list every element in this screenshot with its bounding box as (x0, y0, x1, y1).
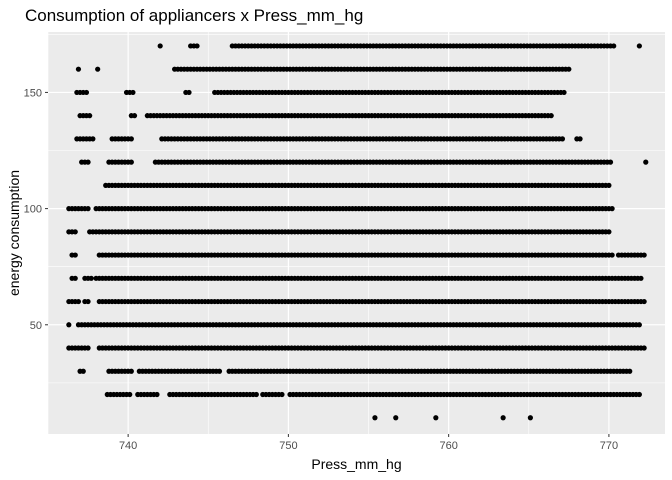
data-point (433, 415, 439, 421)
data-point (80, 368, 86, 374)
data-point (527, 415, 533, 421)
data-point (72, 252, 78, 258)
data-point (85, 159, 91, 165)
data-point (157, 43, 163, 49)
data-point (85, 206, 91, 212)
x-axis-title: Press_mm_hg (311, 456, 401, 472)
x-tick-label: 770 (600, 440, 618, 452)
data-point (216, 368, 223, 374)
data-point (186, 89, 192, 96)
data-point (500, 415, 506, 421)
axis-ticks (45, 91, 610, 437)
data-point (393, 415, 399, 421)
data-point (566, 66, 572, 72)
y-tick-label: 150 (24, 87, 42, 99)
data-point (372, 415, 378, 421)
data-point (128, 136, 134, 142)
data-point (66, 322, 72, 328)
data-point (606, 182, 612, 188)
y-axis-title: energy consumption (6, 170, 22, 296)
data-point (90, 136, 96, 142)
y-tick-label: 100 (24, 204, 42, 216)
axis-tick-labels: 740 750 760 770 50 100 150 (24, 87, 618, 452)
data-point (609, 206, 615, 212)
data-point (609, 252, 615, 258)
data-point (131, 113, 138, 119)
x-tick-label: 750 (279, 440, 297, 452)
data-point (128, 159, 134, 165)
data-point (638, 275, 644, 281)
data-point (75, 66, 82, 72)
data-point (641, 298, 647, 305)
data-point (253, 391, 259, 398)
data-point (72, 229, 78, 235)
data-point (88, 275, 94, 281)
x-tick-label: 740 (119, 440, 137, 452)
data-point (72, 275, 78, 281)
data-point (559, 136, 566, 142)
data-point (127, 391, 133, 398)
data-point (611, 43, 617, 49)
chart-title: Consumption of appliancers x Press_mm_hg (25, 6, 364, 25)
data-point (643, 159, 649, 165)
data-point (83, 89, 90, 96)
data-point (128, 368, 134, 374)
data-point (636, 391, 642, 398)
data-point (606, 229, 612, 235)
data-point (194, 43, 200, 49)
data-point (130, 89, 136, 96)
data-point (279, 391, 285, 398)
data-point (627, 368, 633, 374)
data-point (636, 322, 642, 328)
y-tick-label: 50 (30, 320, 42, 332)
data-point (95, 66, 101, 72)
data-point (85, 345, 91, 351)
data-point (87, 113, 93, 119)
data-points (66, 43, 649, 421)
data-point (577, 136, 583, 142)
data-point (75, 298, 82, 305)
data-point (641, 252, 647, 258)
data-point (85, 298, 91, 305)
data-point (636, 43, 642, 49)
data-point (548, 113, 554, 119)
x-tick-label: 760 (439, 440, 457, 452)
data-point (154, 391, 160, 398)
data-point (561, 89, 567, 96)
data-point (607, 159, 614, 165)
data-point (641, 345, 647, 351)
